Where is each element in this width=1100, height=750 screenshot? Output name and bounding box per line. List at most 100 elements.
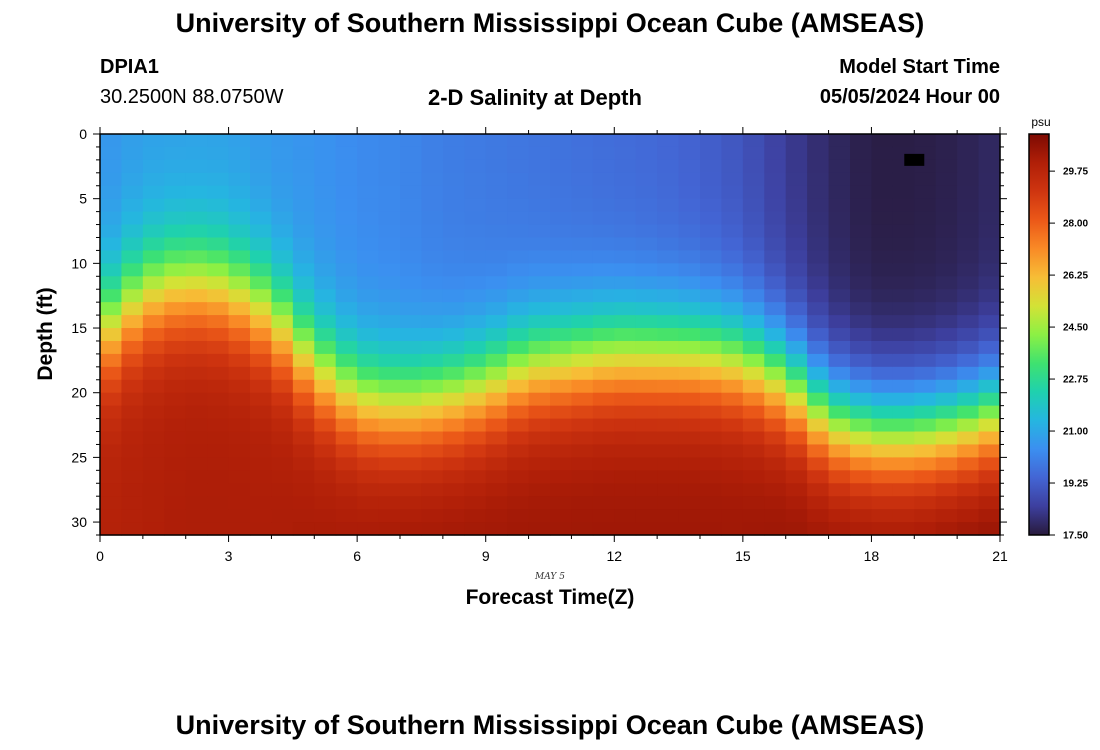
heatmap-cell	[850, 146, 873, 161]
heatmap-cell	[100, 250, 123, 264]
heatmap-cell	[357, 366, 380, 381]
heatmap-cell	[357, 315, 380, 329]
heatmap-cell	[700, 522, 723, 536]
heatmap-cell	[185, 159, 208, 174]
heatmap-cell	[335, 509, 358, 523]
heatmap-cell	[635, 211, 658, 226]
heatmap-cell	[335, 198, 358, 213]
heatmap-cell	[571, 237, 594, 252]
heatmap-cell	[592, 509, 615, 523]
heatmap-cell	[464, 340, 487, 355]
heatmap-cell	[721, 418, 744, 433]
heatmap-cell	[528, 457, 551, 471]
heatmap-cell	[850, 289, 873, 303]
heatmap-cell	[464, 483, 487, 497]
heatmap-cell	[850, 198, 873, 213]
heatmap-cell	[978, 418, 1001, 433]
heatmap-cell	[250, 353, 273, 368]
heatmap-cell	[635, 457, 658, 471]
heatmap-cell	[442, 224, 465, 239]
heatmap-cell	[678, 457, 701, 471]
heatmap-cell	[957, 483, 980, 497]
heatmap-cell	[935, 509, 958, 523]
heatmap-cell	[207, 159, 230, 174]
heatmap-cell	[850, 405, 873, 420]
heatmap-cell	[785, 340, 808, 355]
heatmap-cell	[550, 470, 573, 484]
heatmap-cell	[228, 134, 251, 148]
heatmap-cell	[121, 522, 144, 536]
heatmap-cell	[207, 522, 230, 536]
heatmap-cell	[785, 159, 808, 174]
heatmap-cell	[978, 509, 1001, 523]
heatmap-cell	[678, 328, 701, 342]
heatmap-cell	[721, 379, 744, 394]
heatmap-cell	[400, 392, 423, 407]
colorbar-tick-label: 19.25	[1063, 479, 1088, 490]
heatmap-cell	[957, 405, 980, 420]
heatmap-cell	[228, 431, 251, 446]
heatmap-cell	[914, 276, 937, 290]
heatmap-cell	[592, 496, 615, 510]
heatmap-cell	[764, 146, 787, 161]
heatmap-cell	[421, 224, 444, 239]
heatmap-cell	[271, 198, 294, 213]
heatmap-cell	[892, 444, 915, 458]
heatmap-cell	[507, 457, 530, 471]
heatmap-cell	[185, 315, 208, 329]
heatmap-cell	[785, 353, 808, 368]
heatmap-cell	[828, 340, 851, 355]
y-tick-label: 15	[71, 320, 87, 336]
heatmap-cell	[185, 198, 208, 213]
heatmap-cell	[378, 509, 401, 523]
heatmap-cell	[850, 328, 873, 342]
heatmap-cell	[250, 379, 273, 394]
heatmap-cell	[485, 522, 508, 536]
heatmap-cell	[164, 302, 187, 316]
heatmap-cell	[742, 134, 765, 148]
heatmap-cell	[592, 340, 615, 355]
heatmap-cell	[100, 315, 123, 329]
heatmap-cell	[550, 134, 573, 148]
heatmap-cell	[807, 146, 830, 161]
heatmap-cell	[592, 185, 615, 200]
heatmap-cell	[271, 237, 294, 252]
heatmap-cell	[871, 379, 894, 394]
heatmap-cell	[678, 496, 701, 510]
heatmap-cell	[850, 276, 873, 290]
heatmap-cell	[592, 483, 615, 497]
heatmap-cell	[228, 405, 251, 420]
heatmap-cell	[142, 250, 165, 264]
heatmap-cell	[228, 522, 251, 536]
heatmap-cell	[764, 418, 787, 433]
heatmap-cell	[228, 315, 251, 329]
heatmap-cell	[421, 198, 444, 213]
heatmap-cell	[292, 470, 315, 484]
heatmap-cell	[957, 198, 980, 213]
heatmap-cell	[442, 366, 465, 381]
heatmap-cell	[185, 444, 208, 458]
heatmap-cell	[785, 509, 808, 523]
heatmap-cell	[785, 237, 808, 252]
heatmap-cell	[378, 315, 401, 329]
heatmap-cell	[164, 237, 187, 252]
heatmap-cell	[442, 172, 465, 187]
heatmap-cell	[807, 302, 830, 316]
heatmap-cell	[442, 431, 465, 446]
x-tick-label: 12	[606, 548, 622, 564]
heatmap-cell	[464, 159, 487, 174]
heatmap-cell	[700, 146, 723, 161]
heatmap-cell	[207, 198, 230, 213]
heatmap-cell	[550, 328, 573, 342]
heatmap-cell	[335, 185, 358, 200]
heatmap-cell	[957, 134, 980, 148]
heatmap-cell	[142, 328, 165, 342]
heatmap-cell	[378, 431, 401, 446]
heatmap-cell	[464, 328, 487, 342]
heatmap-cell	[914, 315, 937, 329]
heatmap-cell	[142, 509, 165, 523]
heatmap-cell	[421, 276, 444, 290]
heatmap-cell	[485, 418, 508, 433]
heatmap-cell	[378, 405, 401, 420]
heatmap-cell	[271, 250, 294, 264]
